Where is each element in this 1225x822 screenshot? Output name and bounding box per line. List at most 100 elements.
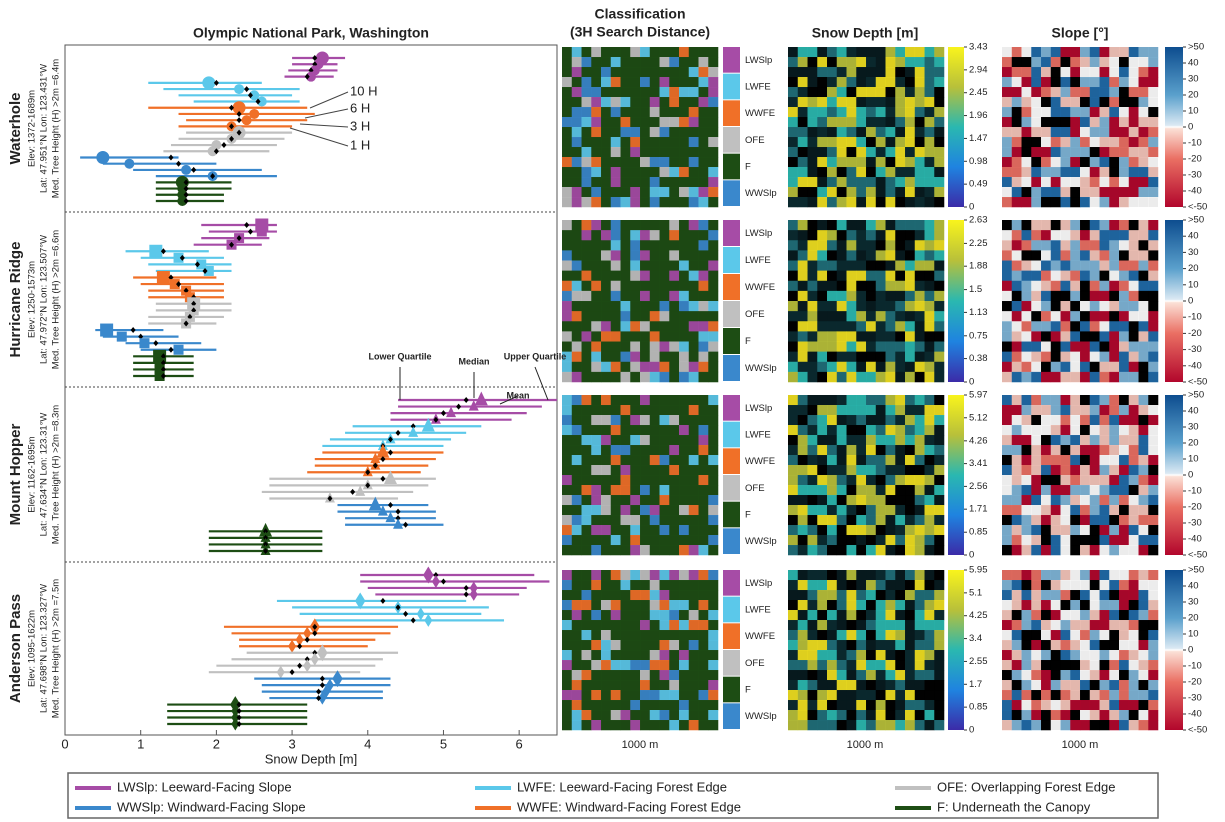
map-cell [817,600,827,610]
map-cell [591,425,601,435]
map-cell [650,600,660,610]
map-cell [895,670,905,680]
map-cell [630,395,640,405]
map-cell [1129,352,1139,362]
snow-tick-label: 0.49 [969,179,988,190]
map-cell [1070,425,1080,435]
map-cell [1080,720,1090,730]
median-marker [242,115,252,125]
map-cell [886,107,896,117]
map-cell [562,610,572,620]
map-cell [689,127,699,137]
map-cell [582,220,592,230]
map-cell [601,600,611,610]
median-marker [117,332,127,342]
map-cell [660,157,670,167]
map-cell [1139,342,1149,352]
map-cell [886,77,896,87]
map-cell [876,157,886,167]
map-cell [572,680,582,690]
map-cell [640,640,650,650]
map-cell [1090,710,1100,720]
map-cell [1051,515,1061,525]
map-cell [582,250,592,260]
map-cell [1002,580,1012,590]
slope-tick-label: 40 [1188,58,1199,69]
map-cell [808,505,818,515]
map-cell [1041,67,1051,77]
map-cell [808,465,818,475]
map-cell [934,177,944,187]
map-cell [817,127,827,137]
map-cell [827,475,837,485]
map-cell [621,220,631,230]
map-cell [808,157,818,167]
map-cell [895,505,905,515]
map-cell [1139,630,1149,640]
map-cell [611,405,621,415]
map-cell [1041,515,1051,525]
map-cell [1109,465,1119,475]
map-cell [660,240,670,250]
map-cell [817,137,827,147]
map-cell [905,197,915,207]
map-cell [621,342,631,352]
map-cell [1002,425,1012,435]
map-cell [876,97,886,107]
map-cell [1051,570,1061,580]
map-cell [856,230,866,240]
map-cell [895,97,905,107]
map-cell [582,475,592,485]
map-cell [808,321,818,331]
map-cell [689,220,699,230]
map-cell [679,700,689,710]
map-cell [1012,107,1022,117]
map-cell [708,281,718,291]
map-cell [630,590,640,600]
map-cell [708,157,718,167]
map-cell [611,67,621,77]
map-cell [1109,525,1119,535]
map-cell [630,505,640,515]
map-cell [1002,321,1012,331]
map-cell [1119,250,1129,260]
map-cell [1051,475,1061,485]
map-cell [895,690,905,700]
map-cell [837,127,847,137]
map-cell [660,610,670,620]
map-cell [1119,321,1129,331]
map-cell [837,331,847,341]
map-cell [708,610,718,620]
map-cell [1031,271,1041,281]
class-label: WWFE [745,282,775,293]
map-cell [1061,660,1071,670]
map-cell [689,187,699,197]
map-cell [827,495,837,505]
map-cell [1061,321,1071,331]
map-cell [856,157,866,167]
map-cell [699,640,709,650]
map-cell [1080,77,1090,87]
map-cell [621,362,631,372]
map-cell [1139,435,1149,445]
class-swatch [723,220,740,246]
map-cell [837,485,847,495]
map-cell [847,395,857,405]
map-cell [798,535,808,545]
map-cell [621,455,631,465]
map-cell [1109,570,1119,580]
map-cell [866,720,876,730]
map-cell [1002,700,1012,710]
map-cell [1061,495,1071,505]
map-cell [1051,610,1061,620]
snow-tick-label: 2.56 [969,481,988,492]
map-cell [915,620,925,630]
map-cell [1100,147,1110,157]
map-cell [1139,710,1149,720]
map-cell [699,372,709,382]
map-cell [689,107,699,117]
map-cell [934,580,944,590]
map-cell [1119,670,1129,680]
map-cell [895,455,905,465]
map-cell [679,535,689,545]
